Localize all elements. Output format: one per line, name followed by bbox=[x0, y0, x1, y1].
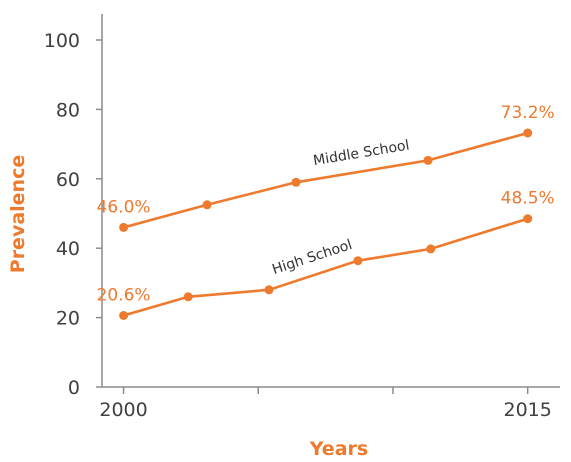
series-name-label: High School bbox=[270, 237, 354, 278]
data-label: 46.0% bbox=[97, 197, 151, 217]
data-point bbox=[426, 244, 436, 254]
y-axis-title: Prevalence bbox=[7, 155, 29, 273]
y-tick-label: 100 bbox=[44, 30, 80, 52]
series-layer bbox=[119, 128, 533, 320]
y-tick-label: 0 bbox=[68, 377, 80, 399]
x-axis-title: Years bbox=[309, 438, 368, 460]
data-point bbox=[183, 292, 193, 302]
data-point bbox=[119, 222, 129, 232]
data-point bbox=[291, 177, 301, 187]
y-tick-label: 20 bbox=[56, 308, 80, 330]
series-line-middle-school bbox=[123, 131, 529, 229]
series-high-school bbox=[119, 214, 533, 320]
data-label: 20.6% bbox=[97, 286, 151, 306]
data-point bbox=[119, 311, 129, 320]
data-point bbox=[523, 214, 533, 224]
axes: 0 20 40 60 80 100 2000 2015 bbox=[44, 14, 560, 421]
data-point bbox=[202, 200, 212, 210]
series-line-high-school bbox=[123, 217, 529, 317]
data-label: 73.2% bbox=[501, 103, 555, 123]
data-point bbox=[423, 155, 433, 165]
y-tick-label: 40 bbox=[56, 238, 80, 260]
data-point bbox=[264, 285, 274, 295]
data-point bbox=[523, 128, 533, 138]
x-tick-label: 2015 bbox=[503, 399, 551, 421]
data-label: 48.5% bbox=[501, 189, 555, 209]
series-middle-school bbox=[119, 128, 533, 232]
y-tick-label: 80 bbox=[56, 99, 80, 121]
x-tick-label: 2000 bbox=[99, 399, 147, 421]
y-tick-label: 60 bbox=[56, 169, 80, 191]
data-point bbox=[353, 256, 363, 266]
